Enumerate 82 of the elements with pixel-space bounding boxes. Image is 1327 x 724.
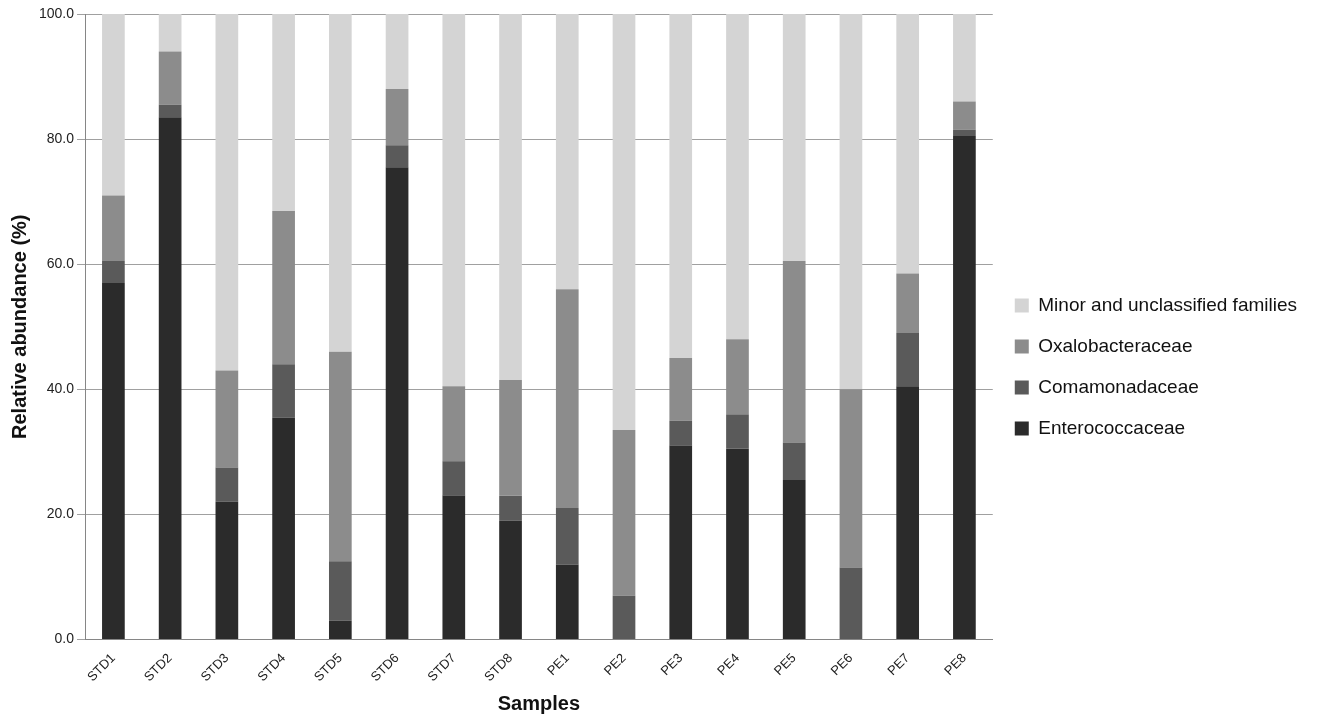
- bar: [102, 195, 125, 262]
- x-tick-label: PE7: [884, 650, 913, 679]
- y-tick-label: 100.0: [38, 4, 75, 21]
- bar: [385, 14, 409, 90]
- bar: [272, 14, 295, 212]
- bar: [158, 104, 182, 118]
- bar: [726, 448, 749, 639]
- bar: [102, 14, 125, 196]
- bar: [612, 429, 636, 596]
- bar: [499, 495, 522, 521]
- bar: [555, 508, 579, 565]
- bar: [782, 442, 806, 480]
- bar: [782, 261, 806, 443]
- bar: [953, 129, 976, 136]
- bar: [782, 14, 806, 262]
- bar: [839, 14, 863, 390]
- bar: [158, 14, 182, 52]
- legend-label: Comamonadaceae: [1038, 375, 1199, 397]
- bar: [328, 14, 352, 352]
- bar: [499, 520, 522, 639]
- bar: [215, 501, 239, 639]
- bar: [499, 379, 522, 496]
- bar: [612, 14, 636, 430]
- bar: [158, 117, 182, 639]
- bar: [442, 495, 466, 639]
- bar: [669, 14, 693, 359]
- y-tick-label: 20.0: [46, 505, 75, 522]
- x-tick-label: PE4: [714, 650, 743, 679]
- bar: [442, 461, 466, 496]
- bar: [839, 389, 863, 568]
- x-axis-title: Samples: [497, 691, 581, 714]
- bar: [839, 567, 863, 639]
- bar: [328, 620, 352, 639]
- y-tick-label: 40.0: [46, 380, 75, 397]
- bar: [669, 358, 693, 421]
- bar: [896, 332, 920, 387]
- bar: [442, 386, 466, 462]
- bar: [215, 14, 239, 371]
- bar: [555, 564, 579, 639]
- bar: [726, 14, 749, 340]
- bar: [555, 14, 579, 290]
- bar: [726, 414, 749, 449]
- bar: [328, 351, 352, 562]
- bar: [385, 145, 409, 168]
- y-tick-label: 60.0: [46, 255, 75, 272]
- bar: [102, 282, 125, 639]
- bar: [102, 261, 125, 283]
- bar: [442, 14, 466, 387]
- legend-label: Minor and unclassified families: [1038, 293, 1298, 315]
- x-tick-label: PE8: [941, 650, 970, 679]
- bar: [669, 420, 693, 446]
- bar: [782, 479, 806, 639]
- bar: [158, 51, 182, 105]
- bar: [669, 445, 693, 639]
- bar: [612, 595, 636, 639]
- bar: [726, 339, 749, 415]
- bar: [953, 101, 976, 130]
- bar: [272, 364, 295, 418]
- y-tick-label: 0.0: [54, 630, 75, 647]
- bar: [328, 561, 352, 621]
- bar: [499, 14, 522, 380]
- bar: [272, 417, 295, 639]
- y-axis-title: Relative abundance (%): [7, 214, 30, 439]
- y-tick-label: 80.0: [46, 129, 75, 146]
- bar: [896, 386, 920, 639]
- x-tick-label: PE6: [827, 650, 856, 679]
- bar: [385, 89, 409, 146]
- bar: [555, 289, 579, 509]
- bar: [953, 14, 976, 102]
- bar: [896, 14, 920, 274]
- x-tick-label: PE2: [600, 650, 629, 679]
- legend-label: Oxalobacteraceae: [1038, 334, 1193, 356]
- bar: [215, 370, 239, 468]
- bar: [896, 273, 920, 333]
- bar: [953, 135, 976, 639]
- x-tick-label: PE1: [543, 650, 572, 679]
- bar: [385, 167, 409, 639]
- x-tick-label: PE3: [657, 650, 686, 679]
- legend-label: Enterococcaceae: [1038, 416, 1186, 438]
- bar: [215, 467, 239, 502]
- x-tick-label: PE5: [770, 650, 799, 679]
- bar: [272, 211, 295, 365]
